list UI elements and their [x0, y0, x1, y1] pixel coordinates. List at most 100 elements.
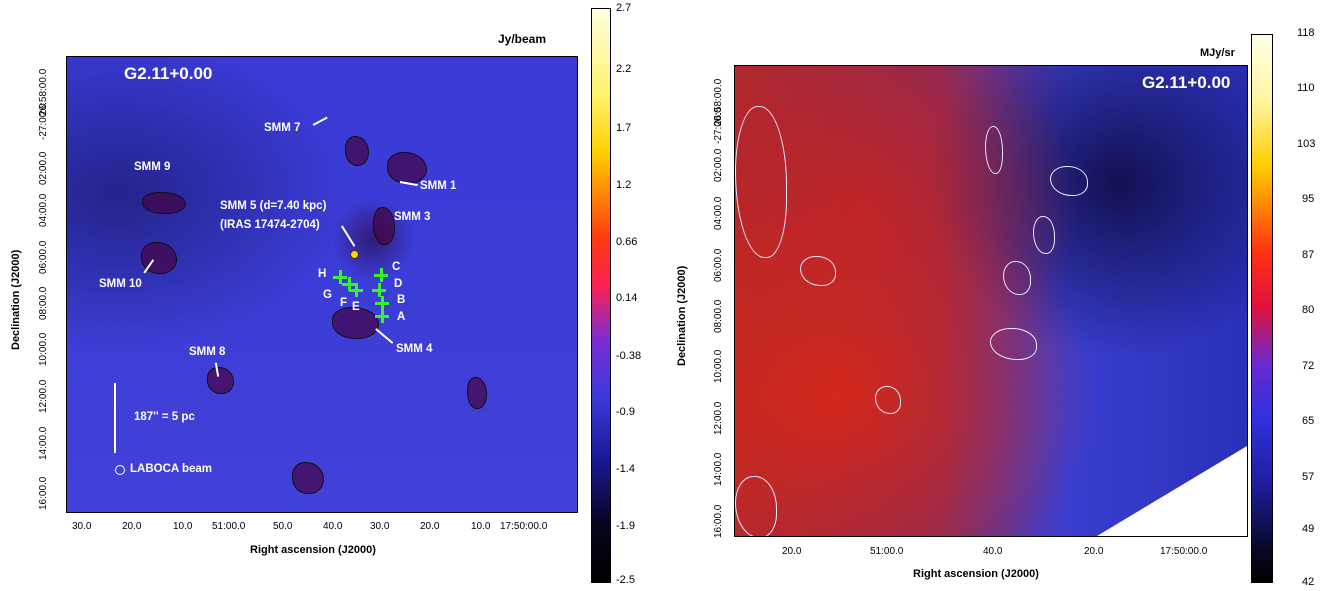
laboca-map-image	[66, 56, 578, 513]
beam-label: LABOCA beam	[130, 463, 212, 475]
right-y-axis-label: Declination (J2000)	[676, 265, 688, 366]
contour-smm1	[387, 152, 427, 184]
marker-label-a: A	[397, 311, 406, 323]
left-unit-label: Jy/beam	[498, 32, 547, 46]
marker-cross-f	[349, 283, 363, 297]
left-map-title: G2.11+0.00	[124, 64, 213, 83]
contour-smm8	[207, 367, 234, 394]
left-y-tick: 02:00.0	[38, 151, 49, 185]
right-y-tick: 06:00.0	[713, 248, 724, 282]
right-colorbar-tick: 110	[1297, 82, 1315, 94]
right-colorbar-tick: 87	[1302, 249, 1315, 261]
left-colorbar-tick: 1.2	[616, 179, 632, 191]
marker-cross-h	[333, 270, 347, 284]
marker-label-c: C	[392, 261, 401, 273]
left-x-tick: 51:00.0	[212, 521, 246, 532]
contour-w-smm1	[1050, 166, 1088, 196]
left-y-tick: 26:58:00.0	[38, 68, 49, 116]
label-smm5: SMM 5 (d=7.40 kpc)	[220, 200, 327, 212]
left-x-tick: 10.0	[173, 521, 193, 532]
scale-bar-label: 187'' = 5 pc	[134, 411, 195, 423]
scale-bar	[114, 383, 116, 453]
left-x-tick: 10.0	[471, 521, 491, 532]
contour-south	[292, 462, 324, 494]
contour-w-smm10	[800, 256, 836, 286]
right-colorbar-tick: 103	[1297, 138, 1316, 150]
left-y-tick: 10:00.0	[38, 332, 49, 366]
marker-label-f: F	[340, 297, 348, 309]
contour-smm9	[142, 192, 186, 214]
left-y-tick: 08:00.0	[38, 286, 49, 320]
left-x-axis-label: Right ascension (J2000)	[250, 544, 376, 556]
right-colorbar-tick: 95	[1302, 193, 1315, 205]
marker-label-d: D	[394, 278, 403, 290]
left-x-tick: 40.0	[323, 521, 343, 532]
marker-label-b: B	[397, 294, 406, 306]
left-x-tick: 30.0	[370, 521, 390, 532]
marker-label-h: H	[318, 268, 327, 280]
right-unit-label: MJy/sr	[1200, 47, 1235, 59]
left-colorbar-tick: -0.38	[616, 350, 642, 362]
contour-w-smm4	[990, 328, 1037, 360]
right-x-axis-label: Right ascension (J2000)	[913, 568, 1039, 580]
left-colorbar-tick: 2.7	[616, 2, 632, 14]
right-colorbar-tick: 42	[1302, 576, 1315, 588]
label-smm3: SMM 3	[394, 211, 431, 223]
left-colorbar-tick: -0.9	[616, 406, 635, 418]
left-x-tick: 17:50:00.0	[500, 521, 548, 532]
left-colorbar-tick: 0.66	[616, 236, 638, 248]
left-y-tick: 16:00.0	[38, 476, 49, 510]
left-y-tick: 14:00.0	[38, 426, 49, 460]
label-smm9: SMM 9	[134, 161, 171, 173]
iras-source-dot	[350, 250, 359, 259]
blank-wedge	[1097, 446, 1247, 536]
contour-smm4	[332, 307, 379, 339]
right-y-tick: 10:00.0	[713, 349, 724, 383]
contour-w-smm3	[1033, 216, 1055, 254]
right-x-tick: 51:00.0	[870, 546, 904, 557]
label-smm10: SMM 10	[99, 278, 142, 290]
contour-w-southwest	[735, 476, 777, 536]
right-x-tick: 20.0	[1084, 546, 1104, 557]
right-x-tick: 40.0	[983, 546, 1003, 557]
right-y-tick: 04:00.0	[713, 196, 724, 230]
marker-cross-a	[375, 309, 389, 323]
right-colorbar-tick: 57	[1302, 471, 1315, 483]
label-smm1: SMM 1	[420, 180, 457, 192]
infrared-map-image	[734, 65, 1248, 537]
beam-marker	[115, 465, 125, 475]
right-y-tick: 02:00.0	[713, 148, 724, 182]
left-y-tick: 06:00.0	[38, 240, 49, 274]
contour-w-north	[985, 126, 1003, 174]
label-smm7: SMM 7	[264, 122, 301, 134]
right-x-tick: 20.0	[782, 546, 802, 557]
right-y-tick: 14:00.0	[713, 452, 724, 486]
left-y-tick: 04:00.0	[38, 193, 49, 227]
left-colorbar-tick: 2.2	[616, 63, 632, 75]
marker-cross-d	[372, 283, 386, 297]
right-y-tick: 16:00.0	[713, 504, 724, 538]
right-colorbar-tick: 49	[1302, 523, 1315, 535]
label-smm4: SMM 4	[396, 343, 433, 355]
contour-w-smm5	[1003, 261, 1031, 295]
contour-smm3	[373, 207, 395, 245]
right-x-tick: 17:50:00.0	[1160, 546, 1208, 557]
right-colorbar	[1251, 34, 1273, 583]
left-x-tick: 20.0	[420, 521, 440, 532]
right-y-tick: 12:00.0	[713, 401, 724, 435]
left-x-tick: 50.0	[273, 521, 293, 532]
marker-cross-c	[374, 268, 388, 282]
right-colorbar-tick: 80	[1302, 304, 1315, 316]
left-x-tick: 30.0	[72, 521, 92, 532]
marker-label-e: E	[352, 301, 360, 313]
right-y-tick: 08:00.0	[713, 299, 724, 333]
contour-east	[467, 377, 487, 409]
left-colorbar-tick: 1.7	[616, 122, 632, 134]
left-colorbar-tick: -1.9	[616, 520, 635, 532]
marker-cross-b	[375, 296, 389, 310]
label-smm8: SMM 8	[189, 346, 226, 358]
label-iras: (IRAS 17474-2704)	[220, 219, 320, 231]
left-y-tick: 12:00.0	[38, 379, 49, 413]
left-colorbar-tick: -2.5	[616, 574, 635, 586]
left-x-tick: 20.0	[122, 521, 142, 532]
